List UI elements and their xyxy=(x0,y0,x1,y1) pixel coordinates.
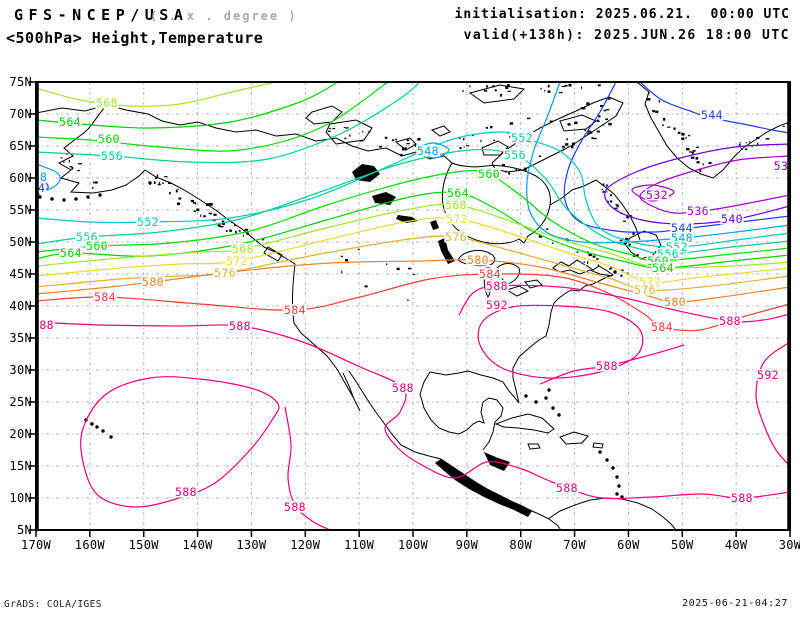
svg-text:592: 592 xyxy=(757,368,779,382)
svg-text:560: 560 xyxy=(478,167,500,181)
svg-text:40N: 40N xyxy=(9,299,32,313)
svg-text:30W: 30W xyxy=(779,538,800,552)
svg-text:576: 576 xyxy=(214,266,236,280)
svg-text:70W: 70W xyxy=(563,538,586,552)
svg-text:564: 564 xyxy=(59,115,81,129)
svg-text:548: 548 xyxy=(417,144,439,158)
plot-area: 5685645605564844552556560564568572576580… xyxy=(31,82,790,530)
svg-text:588: 588 xyxy=(731,491,753,505)
svg-text:60W: 60W xyxy=(617,538,640,552)
svg-text:572: 572 xyxy=(446,212,468,226)
svg-text:568: 568 xyxy=(96,96,118,110)
svg-text:588: 588 xyxy=(596,359,618,373)
svg-text:564: 564 xyxy=(60,246,82,260)
svg-text:588: 588 xyxy=(556,481,578,495)
svg-text:150W: 150W xyxy=(129,538,160,552)
svg-text:90W: 90W xyxy=(456,538,479,552)
svg-text:10N: 10N xyxy=(9,491,32,505)
svg-text:80W: 80W xyxy=(509,538,532,552)
svg-text:576: 576 xyxy=(634,283,656,297)
svg-text:60N: 60N xyxy=(9,171,32,185)
svg-text:584: 584 xyxy=(479,267,501,281)
svg-text:588: 588 xyxy=(175,485,197,499)
svg-text:53: 53 xyxy=(774,159,789,173)
svg-text:25N: 25N xyxy=(9,395,32,409)
svg-text:20N: 20N xyxy=(9,427,32,441)
svg-text:552: 552 xyxy=(511,131,533,145)
svg-text:65N: 65N xyxy=(9,139,32,153)
svg-text:50N: 50N xyxy=(9,235,32,249)
svg-text:544: 544 xyxy=(671,221,693,235)
contour-labels: 5685645605564844552556560564568572576580… xyxy=(31,96,790,514)
svg-text:580: 580 xyxy=(467,253,489,267)
model-title: GFS-NCEP/USA xyxy=(14,6,189,24)
svg-text:30N: 30N xyxy=(9,363,32,377)
svg-text:580: 580 xyxy=(142,275,164,289)
svg-text:584: 584 xyxy=(94,290,116,304)
svg-text:75N: 75N xyxy=(9,75,32,89)
svg-text:592: 592 xyxy=(486,298,508,312)
svg-text:564: 564 xyxy=(447,186,469,200)
svg-text:120W: 120W xyxy=(290,538,321,552)
svg-text:552: 552 xyxy=(137,215,159,229)
svg-text:35N: 35N xyxy=(9,331,32,345)
svg-text:48: 48 xyxy=(33,170,48,184)
svg-text:588: 588 xyxy=(32,318,54,332)
svg-text:160W: 160W xyxy=(75,538,106,552)
svg-text:532: 532 xyxy=(646,188,668,202)
svg-text:564: 564 xyxy=(652,261,674,275)
init-time-line: initialisation: 2025.06.21. 00:00 UTC xyxy=(454,7,790,22)
svg-text:100W: 100W xyxy=(398,538,429,552)
svg-text:540: 540 xyxy=(721,212,743,226)
svg-text:15N: 15N xyxy=(9,459,32,473)
svg-text:580: 580 xyxy=(664,295,686,309)
resolution-note: ( . x . degree ) xyxy=(150,9,298,23)
svg-text:140W: 140W xyxy=(183,538,214,552)
svg-text:560: 560 xyxy=(98,132,120,146)
svg-text:170W: 170W xyxy=(21,538,52,552)
svg-text:45N: 45N xyxy=(9,267,32,281)
svg-text:588: 588 xyxy=(392,381,414,395)
svg-text:560: 560 xyxy=(86,239,108,253)
svg-text:588: 588 xyxy=(284,500,306,514)
svg-text:44: 44 xyxy=(31,181,46,195)
svg-text:556: 556 xyxy=(101,149,123,163)
svg-text:70N: 70N xyxy=(9,107,32,121)
svg-text:40W: 40W xyxy=(725,538,748,552)
svg-text:572: 572 xyxy=(226,254,248,268)
svg-text:568: 568 xyxy=(232,242,254,256)
axis-labels: 75N 70N 65N 60N 55N 50N 45N 40N 35N 30N 25N 20N 15N 1… xyxy=(9,75,800,552)
creation-timestamp: 2025-06-21-04:27 xyxy=(682,598,788,609)
svg-text:588: 588 xyxy=(719,314,741,328)
svg-text:130W: 130W xyxy=(236,538,267,552)
svg-text:556: 556 xyxy=(504,148,526,162)
svg-text:536: 536 xyxy=(687,204,709,218)
svg-text:588: 588 xyxy=(486,279,508,293)
grads-stamp: GrADS: COLA/IGES xyxy=(4,599,102,610)
svg-text:544: 544 xyxy=(701,108,723,122)
svg-text:576: 576 xyxy=(445,230,467,244)
svg-text:55N: 55N xyxy=(9,203,32,217)
valid-time-line: valid(+138h): 2025.JUN.26 18:00 UTC xyxy=(463,28,790,43)
field-title: <500hPa> Height,Temperature xyxy=(6,29,264,47)
svg-text:568: 568 xyxy=(445,198,467,212)
svg-text:588: 588 xyxy=(229,319,251,333)
svg-text:110W: 110W xyxy=(344,538,375,552)
svg-text:50W: 50W xyxy=(671,538,694,552)
svg-text:584: 584 xyxy=(284,303,306,317)
svg-text:584: 584 xyxy=(651,320,673,334)
coastlines xyxy=(36,82,790,530)
svg-text:5N: 5N xyxy=(17,523,32,537)
